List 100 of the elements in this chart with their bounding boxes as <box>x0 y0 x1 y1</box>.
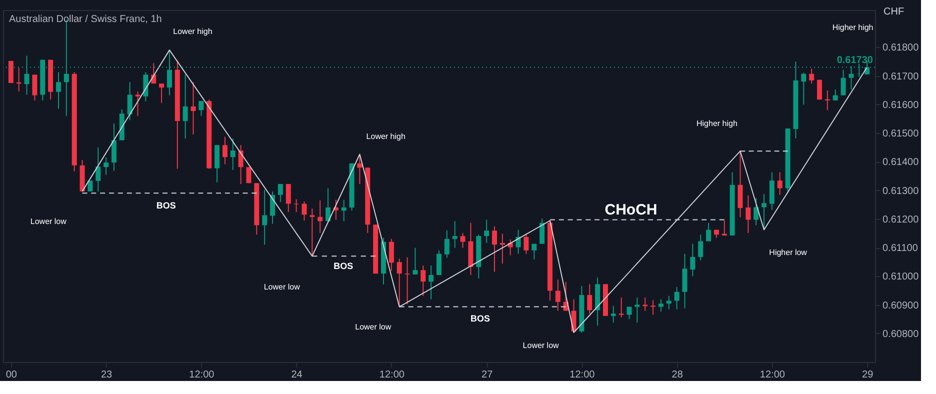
candlestick <box>318 200 323 234</box>
candlestick <box>777 172 782 196</box>
candlestick <box>230 138 236 170</box>
candlestick <box>310 208 315 257</box>
x-tick-label: 29 <box>862 370 874 380</box>
candlestick <box>658 298 664 312</box>
candlestick <box>159 83 164 104</box>
candlestick <box>32 74 38 101</box>
candlestick <box>524 234 529 254</box>
y-tick-label: 0.61800 <box>882 42 920 54</box>
ref-line-label: 0.61730 <box>836 55 874 66</box>
x-tick-label: 27 <box>482 370 494 380</box>
candlestick <box>618 297 624 318</box>
y-tick-label: 0.60900 <box>882 300 920 312</box>
candlestick <box>222 136 228 165</box>
candlestick <box>698 234 704 261</box>
candlestick <box>56 72 61 110</box>
y-tick-label: 0.61500 <box>882 128 920 140</box>
annotation: Lower high <box>173 26 212 36</box>
candlestick <box>135 91 140 116</box>
candlestick <box>420 265 426 296</box>
x-tick-label: 12:00 <box>379 370 405 380</box>
y-tick-label: 0.61000 <box>882 272 920 283</box>
candlestick <box>341 199 346 222</box>
y-tick-label: 0.60800 <box>882 328 920 340</box>
candlestick <box>690 243 696 277</box>
candlestick <box>555 279 560 312</box>
annotation: Lower low <box>355 322 392 332</box>
x-tick-label: 12:00 <box>189 370 215 380</box>
candlestick <box>674 286 680 310</box>
candlestick <box>706 222 712 242</box>
y-tick-label: 0.61300 <box>882 186 920 197</box>
candlestick <box>412 247 418 275</box>
candlestick <box>484 219 490 244</box>
x-tick-label: 00 <box>6 370 18 380</box>
candlestick <box>492 226 497 272</box>
annotation: Higher high <box>696 119 738 128</box>
candlestick <box>404 256 410 305</box>
candlestick <box>182 74 188 139</box>
candlestick <box>198 100 204 116</box>
candlestick <box>246 166 252 184</box>
candlestick <box>388 238 394 272</box>
candlestick <box>190 82 196 135</box>
candlestick <box>104 156 109 176</box>
candlestick <box>738 150 743 218</box>
y-tick-label: 0.61700 <box>882 71 920 82</box>
annotation: Higher high <box>832 22 874 32</box>
candlestick <box>396 258 402 308</box>
annotation: Lower low <box>264 282 300 292</box>
candlestick <box>460 232 466 248</box>
candlestick <box>452 220 458 248</box>
candlestick <box>278 183 283 203</box>
candlestick <box>326 188 331 222</box>
candlestick <box>286 183 291 213</box>
candlestick <box>650 300 656 316</box>
x-tick-label: 23 <box>100 370 113 380</box>
candlestick <box>754 198 759 226</box>
x-tick-label: 12:00 <box>570 370 596 380</box>
x-tick-label: 12:00 <box>760 370 786 380</box>
y-tick-label: 0.61600 <box>882 100 920 111</box>
candlestick <box>96 146 101 192</box>
candlestick <box>88 180 93 192</box>
candlestick <box>127 82 132 121</box>
chart-title: Australian Dollar / Swiss Franc, 1h <box>9 14 162 25</box>
candlestick <box>270 190 276 224</box>
candlestick <box>626 306 632 320</box>
annotation: Lower high <box>366 132 406 141</box>
candlestick <box>587 284 592 314</box>
candlestick <box>262 189 268 246</box>
candlestick <box>809 68 814 84</box>
candlestick <box>111 122 116 172</box>
x-tick-label: 24 <box>291 370 303 380</box>
candlestick <box>769 172 774 210</box>
annotation: Lower low <box>30 217 67 226</box>
candlestick <box>746 194 751 234</box>
candlestick <box>238 144 244 184</box>
annotation: BOS <box>470 313 490 324</box>
candlestick <box>357 154 362 184</box>
candlestick <box>436 250 442 276</box>
candlestick <box>143 72 148 102</box>
candlestick <box>682 253 688 309</box>
annotation: BOS <box>334 260 354 271</box>
annotation: CHoCH <box>604 201 658 218</box>
candlestick <box>634 297 640 324</box>
candlestick <box>610 305 616 324</box>
y-tick-label: 0.61100 <box>882 243 918 254</box>
x-tick-label: 28 <box>672 370 684 380</box>
y-tick-label: 0.61200 <box>882 214 920 226</box>
candlestick <box>294 198 299 213</box>
annotation: BOS <box>156 200 176 210</box>
candlestick <box>428 265 434 300</box>
candlestick <box>762 194 767 230</box>
annotation: Lower low <box>522 341 560 350</box>
candlestick <box>832 89 838 101</box>
annotation: Higher low <box>769 248 808 257</box>
candlestick <box>540 218 545 244</box>
y-axis-title: CHF <box>884 6 904 18</box>
candlestick <box>214 144 220 183</box>
candlestick <box>801 72 806 106</box>
candlestick <box>840 69 846 96</box>
